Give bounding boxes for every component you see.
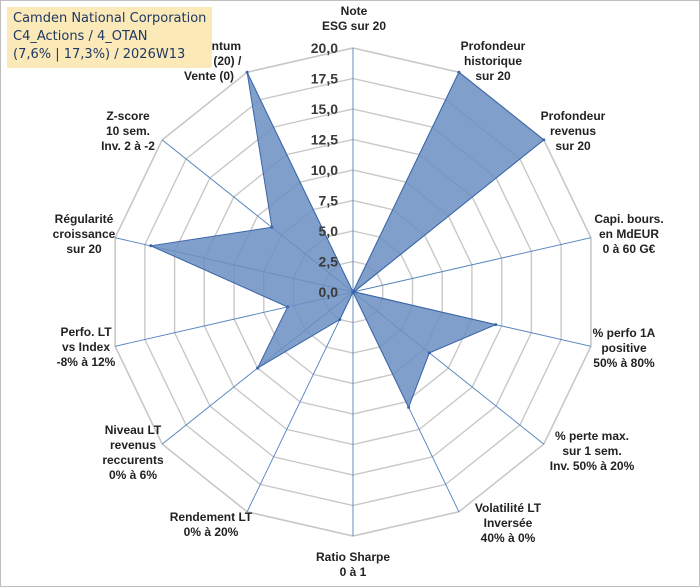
axis-label-line: 0 à 60 G€	[603, 242, 656, 256]
portfolio-label: C4_Actions / 4_OTAN	[13, 29, 148, 44]
axis-label-line: sur 20	[66, 242, 102, 256]
axis-label: Régularité croissance sur 20	[53, 212, 116, 256]
tick-label: 20,0	[311, 40, 338, 56]
axis-label: % perfo 1A positive 50% à 80%	[593, 326, 656, 370]
data-point	[457, 70, 461, 74]
axis-label: Profondeur revenus sur 20	[541, 109, 606, 153]
company-name: Camden National Corporation	[13, 11, 207, 26]
axis-label: % perte max. sur 1 sem. Inv. 50% à 20%	[550, 429, 635, 473]
axis-label-line: Note	[341, 4, 368, 18]
axis-label-line: positive	[601, 341, 647, 355]
axis-label-line: reccurents	[102, 453, 164, 467]
axis-label: Rendement LT 0% à 20%	[170, 510, 253, 539]
data-point	[149, 244, 153, 248]
axis-label: Ratio Sharpe 0 à 1	[316, 550, 390, 579]
axis-label-line: Rendement LT	[170, 510, 253, 524]
axis-label-line: Perfo. LT	[60, 325, 112, 339]
axis-label: Capi. bours. en MdEUR 0 à 60 G€	[594, 212, 663, 256]
axis-label-line: ESG sur 20	[322, 19, 386, 33]
axis-label: Note ESG sur 20	[322, 4, 386, 33]
data-point	[338, 318, 342, 321]
axis-label-line: Profondeur	[461, 39, 526, 53]
axis-label: Volatilité LT Inversée 40% à 0%	[475, 501, 542, 545]
axis-label-line: Profondeur	[541, 109, 606, 123]
axis-label-line: 0% à 6%	[109, 468, 157, 482]
data-point	[286, 305, 290, 309]
axis-label-line: 0% à 20%	[184, 525, 239, 539]
axis-label-line: 40% à 0%	[481, 531, 536, 545]
axis-label-line: vs Index	[62, 340, 110, 354]
data-point	[245, 70, 249, 74]
axis-spoke	[352, 237, 592, 293]
axis-label: Profondeur historique sur 20	[461, 39, 526, 83]
performance-period: (7,6% | 17,3%) / 2026W13	[13, 47, 186, 62]
data-series-area	[149, 71, 545, 409]
data-point	[407, 405, 411, 409]
axis-label-line: % perfo 1A	[593, 326, 656, 340]
axis-label-line: historique	[464, 54, 522, 68]
data-point	[542, 138, 546, 142]
axis-label-line: croissance	[53, 227, 116, 241]
axis-label-line: revenus	[550, 124, 596, 138]
axis-label-line: Volatilité LT	[475, 501, 542, 515]
axis-label: Z-score 10 sem. Inv. 2 à -2	[101, 109, 155, 153]
tick-label: 0,0	[319, 284, 339, 300]
axis-label-line: Capi. bours.	[594, 212, 663, 226]
chart-title-box: Camden National Corporation C4_Actions /…	[7, 7, 213, 68]
axis-label-line: Niveau LT	[105, 423, 162, 437]
axis-label-line: Inv. 50% à 20%	[550, 459, 635, 473]
axis-label-line: Inv. 2 à -2	[101, 139, 155, 153]
axis-label-line: 10 sem.	[106, 124, 150, 138]
axis-label-line: en MdEUR	[599, 227, 659, 241]
tick-label: 10,0	[311, 162, 338, 178]
axis-label-line: revenus	[110, 438, 156, 452]
tick-label: 15,0	[311, 101, 338, 117]
tick-label: 2,5	[319, 254, 339, 270]
data-point	[494, 323, 498, 327]
axis-label-line: Régularité	[55, 212, 114, 226]
tick-label: 12,5	[311, 132, 338, 148]
axis-label-line: % perte max.	[555, 429, 629, 443]
tick-label: 7,5	[319, 193, 339, 209]
axis-label: Perfo. LT vs Index -8% à 12%	[57, 325, 116, 369]
axis-label-line: -8% à 12%	[57, 355, 116, 369]
axis-label-line: Inversée	[484, 516, 533, 530]
data-point	[256, 366, 260, 370]
tick-label: 5,0	[319, 223, 339, 239]
tick-label: 17,5	[311, 71, 338, 87]
data-point	[351, 290, 355, 294]
axis-label-line: sur 20	[475, 69, 511, 83]
axis-label-line: Vente (0)	[184, 69, 234, 83]
axis-label-line: sur 1 sem.	[562, 444, 621, 458]
data-point	[270, 225, 274, 229]
axis-spoke	[246, 291, 354, 512]
axis-label-line: sur 20	[555, 139, 591, 153]
data-point	[427, 351, 431, 355]
axis-label-line: Ratio Sharpe	[316, 550, 390, 564]
axis-label-line: 50% à 80%	[593, 356, 655, 370]
axis-label: Niveau LT revenus reccurents 0% à 6%	[102, 423, 164, 482]
axis-label-line: Z-score	[106, 109, 150, 123]
axis-label-line: 0 à 1	[340, 565, 367, 579]
